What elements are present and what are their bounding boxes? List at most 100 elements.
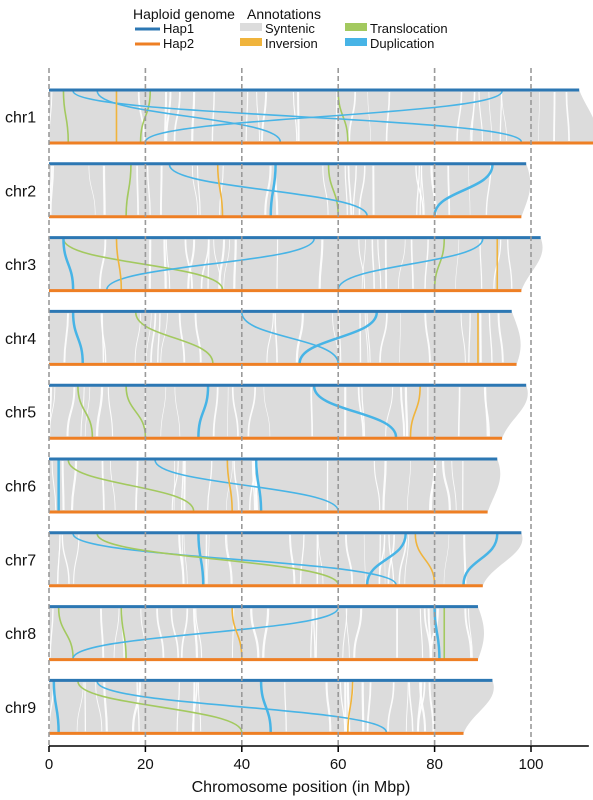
syntenic-gap (187, 239, 196, 289)
link-duplication (72, 90, 523, 143)
syntenic-gap (136, 682, 140, 732)
syntenic-gap (136, 165, 139, 215)
syntenic-gap (358, 165, 366, 215)
link-translocation (125, 164, 132, 216)
syntenic-gap (429, 460, 437, 511)
syntenic-gap (507, 239, 513, 289)
legend-annotation-title: Annotations (247, 6, 321, 22)
syntenic-gap (181, 534, 185, 584)
syntenic-gap (366, 313, 371, 363)
syntenic-gap (353, 608, 363, 658)
syntenic-gap (164, 91, 168, 142)
link-duplication (72, 607, 339, 659)
legend-swatch-translocation (345, 23, 367, 31)
syntenic-gap (99, 608, 105, 658)
syntenic-gap (247, 387, 256, 437)
legend-label-hap1: Hap1 (163, 21, 194, 36)
syntenic-gap (49, 165, 55, 215)
syntenic-gap (478, 91, 484, 142)
syntenic-gap (488, 313, 493, 363)
syntenic-gap (63, 313, 69, 363)
link-inversion (347, 681, 354, 733)
syntenic-gap (398, 239, 406, 289)
syntenic-gap (451, 460, 457, 511)
link-duplication (197, 533, 205, 585)
syntenic-gap (252, 460, 259, 511)
syntenic-gap (231, 387, 239, 437)
syntenic-gap (61, 534, 70, 584)
syntenic-gap (101, 460, 105, 511)
syntenic-gap (256, 91, 260, 142)
syntenic-gap (447, 165, 451, 215)
syntenic-gap (325, 682, 332, 732)
syntenic-gap (361, 239, 366, 289)
syntenic-gap (159, 165, 163, 215)
syntenic-gap (178, 313, 186, 363)
syntenic-gap (417, 682, 426, 732)
link-duplication (96, 90, 282, 143)
syntenic-gap (352, 165, 357, 215)
link-duplication (52, 681, 60, 733)
syntenic-gap (385, 387, 394, 437)
syntenic-gap (160, 387, 167, 437)
syntenic-gap (312, 608, 316, 658)
syntenic-gap (171, 460, 179, 511)
syntenic-gap (88, 165, 96, 215)
syntenic-gap (361, 387, 366, 437)
panel-chr5: chr5 (5, 383, 528, 440)
legend-label-inversion: Inversion (265, 36, 318, 51)
syntenic-gap (56, 534, 61, 584)
syntenic-gap (163, 239, 167, 289)
syntenic-gaps-chr3 (98, 239, 513, 289)
syntenic-gap (61, 460, 65, 511)
syntenic-gap (361, 682, 365, 732)
syntenic-gap (315, 608, 318, 658)
chromosome-label: chr7 (5, 552, 36, 569)
link-inversion (216, 164, 224, 216)
syntenic-gap (180, 608, 189, 658)
syntenic-gap (70, 460, 78, 511)
syntenic-gap (227, 387, 229, 437)
syntenic-gap (399, 313, 402, 363)
syntenic-gap (101, 313, 105, 363)
syntenic-gap (400, 387, 406, 437)
syntenic-gap (367, 91, 371, 142)
x-tick-label: 60 (330, 756, 347, 773)
panel-chr7: chr7 (5, 531, 523, 588)
link-duplication (62, 238, 75, 290)
syntenic-gap (165, 239, 171, 289)
chromosome-label: chr1 (5, 110, 36, 127)
chromosome-panels: chr1 chr2 chr3 chr4 chr5 chr6 chr7 chr8 chr9 (5, 88, 593, 735)
legend-genome-title: Haploid genome (133, 6, 235, 22)
link-duplication (259, 681, 272, 733)
syntenic-gap (192, 608, 199, 658)
syntenic-gap (150, 313, 157, 363)
link-duplication (269, 164, 277, 216)
link-duplication (337, 238, 484, 290)
syntenic-gap (344, 165, 348, 215)
syntenic-gap (219, 165, 224, 215)
syntenic-gap (191, 165, 199, 215)
link-translocation (433, 238, 446, 290)
syntenic-gap (176, 682, 180, 732)
syntenic-gap (310, 608, 313, 658)
syntenic-gap (497, 313, 504, 363)
syntenic-gap (48, 165, 53, 215)
syntenic-gap (170, 608, 179, 658)
syntenic-gap (299, 534, 305, 584)
syntenic-gap (284, 682, 287, 732)
syntenic-gap (196, 165, 201, 215)
syntenic-gap (98, 239, 107, 289)
syntenic-gap (233, 460, 240, 511)
syntenic-gaps-chr7 (56, 534, 467, 584)
syntenic-gap (538, 91, 540, 142)
link-duplication (154, 459, 339, 512)
link-duplication (312, 385, 398, 438)
syntenic-band-chr4 (49, 311, 521, 365)
syntenic-gap (73, 534, 80, 584)
syntenic-gap (135, 460, 139, 511)
syntenic-gap (423, 608, 432, 658)
syntenic-gap (345, 534, 354, 584)
x-axis-ticks: 0 20 40 60 80 100 (45, 746, 544, 773)
